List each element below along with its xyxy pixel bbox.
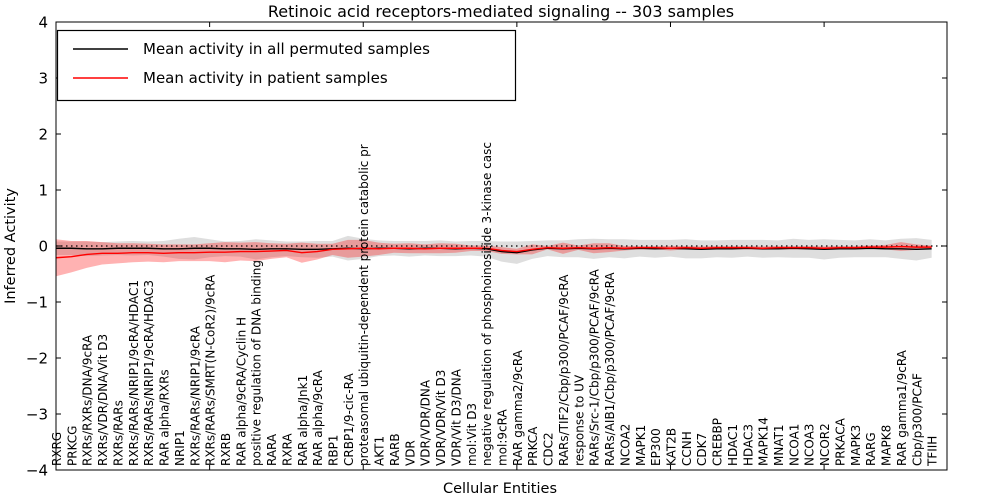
x-category-label: AKT1 [373,436,387,466]
x-category-label: RXRs/RARs/SMRT(N-CoR2)/9cRA [204,274,218,466]
legend-entry-patient: Mean activity in patient samples [73,69,388,87]
x-category-label: RAR gamma2/9cRA [511,349,525,466]
x-category-label: KAT2B [664,428,678,466]
x-category-label: NCOA3 [803,424,817,466]
x-category-label: RAR alpha/Jnk1 [296,375,310,466]
x-category-label: RARs/TIF2/Cbp/p300/PCAF/9cRA [557,274,571,466]
x-category-label: VDR/VDR/Vit D3 [434,370,448,466]
legend-label-patient: Mean activity in patient samples [143,69,388,87]
x-category-label: NCOR2 [818,423,832,466]
y-tick-label: −3 [26,406,48,424]
x-category-label: PRKACA [833,417,847,466]
y-tick-labels: 4 3 2 1 0 −1 −2 −3 −4 [26,14,48,480]
legend-box [56,29,517,102]
x-category-label: CREBBP [711,418,725,466]
x-axis-label: Cellular Entities [443,481,557,497]
x-category-label: RXRs/RARs/NRIP1/9cRA/HDAC3 [142,280,156,466]
x-category-label: CDK7 [695,433,709,466]
x-category-label: PRKCA [526,426,540,466]
patient-mean-line [55,245,932,259]
x-category-label: NCOA2 [618,424,632,466]
x-category-label: VDR [403,440,417,466]
y-tick-label: 0 [38,238,48,256]
x-category-label: RXRs/VDR/DNA/Vit D3 [96,334,110,466]
y-axis-label: Inferred Activity [3,188,19,304]
x-category-label: EP300 [649,428,663,466]
x-category-label: positive regulation of DNA binding [250,260,264,466]
x-category-label: RBP1 [327,435,341,466]
x-category-label: HDAC1 [726,424,740,466]
plot-frame [55,21,948,471]
x-category-labels: RXRG PRKCG RXRs/RXRs/DNA/9cRA RXRs/VDR/DNA/… [50,142,940,467]
x-category-label: CRBP1/9-cic-RA [342,372,356,466]
x-category-label: RARB [388,433,402,466]
y-tick-label: 1 [38,182,48,200]
x-category-label: VDR/VDR/DNA [419,379,433,466]
x-category-label: RARs/Src-1/Cbp/p300/PCAF/9cRA [588,268,602,466]
x-category-label: mol:9cRA [496,409,510,466]
chart-title: Retinoic acid receptors-mediated signali… [268,2,734,21]
x-category-label: mol:Vit D3 [465,403,479,466]
y-tick-label: −1 [26,294,48,312]
y-tick-label: 3 [38,70,48,88]
x-category-label: NRIP1 [173,430,187,466]
legend: Mean activity in all permuted samples Me… [56,29,517,102]
y-tick-label: −2 [26,350,48,368]
y-tick-label: 2 [38,126,48,144]
x-category-label: negative regulation of phosphoinositide … [480,142,494,466]
legend-entry-permuted: Mean activity in all permuted samples [73,40,430,58]
x-category-label: RXRG [50,432,64,466]
x-category-label: RXRs/RARs [111,400,125,466]
x-category-label: RXRs/RARs/NRIP1/9cRA [188,325,202,466]
x-category-label: MNAT1 [772,424,786,466]
x-category-label: RARA [265,433,279,466]
x-category-label: CCNH [680,431,694,466]
y-tick-label: −4 [26,462,48,480]
x-category-label: NCOA1 [787,424,801,466]
x-category-label: RXRs/RARs/NRIP1/9cRA/HDAC1 [127,280,141,466]
mean-lines [55,245,932,259]
legend-label-permuted: Mean activity in all permuted samples [143,40,430,58]
x-category-label: CDC2 [542,432,556,466]
x-category-label: RXRB [219,433,233,466]
x-category-label: VDR/Vit D3/DNA [449,368,463,466]
x-category-label: PRKCG [65,426,79,466]
x-category-label: proteasomal ubiquitin-dependent protein … [357,144,371,466]
x-category-label: RARs/AIB1/Cbp/p300/PCAF/9cRA [603,272,617,466]
x-category-label: RAR alpha/RXRs [158,369,172,466]
x-category-label: MAPK8 [880,425,894,466]
x-category-label: MAPK1 [634,425,648,466]
x-category-label: RAR gamma1/9cRA [895,349,909,466]
x-category-label: MAPK14 [757,417,771,466]
x-category-label: MAPK3 [849,425,863,466]
y-tick-label: 4 [38,14,48,32]
x-category-label: RAR alpha/9cRA/Cyclin H [234,317,248,466]
x-category-label: RARG [864,432,878,466]
x-category-label: RXRs/RXRs/DNA/9cRA [81,334,95,466]
x-category-label: response to UV [572,374,586,466]
x-category-label: HDAC3 [741,424,755,466]
x-category-label: RAR alpha/9cRA [311,369,325,466]
x-category-label: TFIIH [926,436,940,467]
x-category-label: RXRA [280,433,294,466]
permuted-mean-line [56,247,932,254]
x-category-label: Cbp/p300/PCAF [910,373,924,466]
